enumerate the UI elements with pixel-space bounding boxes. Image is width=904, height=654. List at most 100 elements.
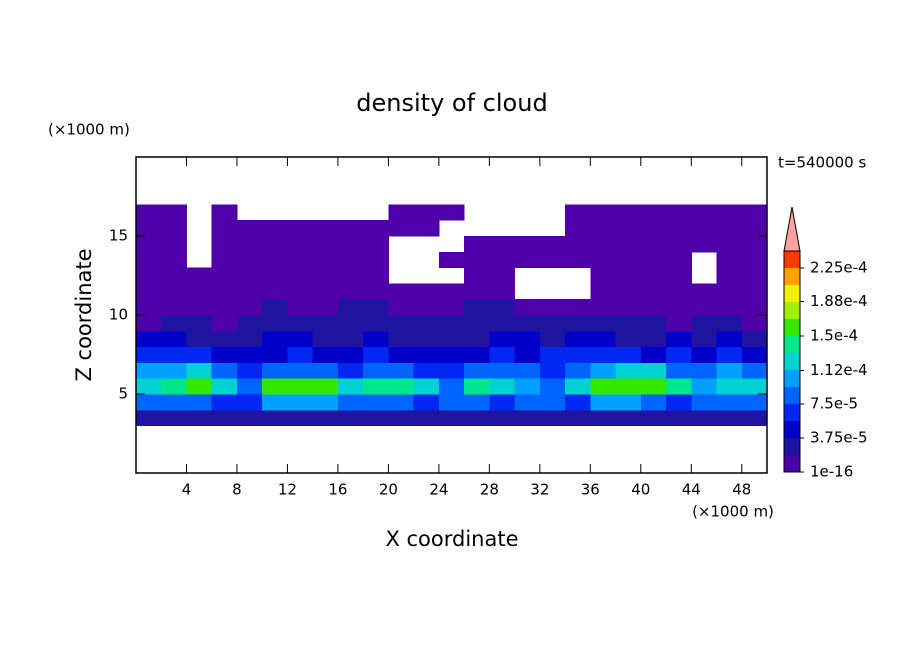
field-cell (716, 362, 743, 379)
field-cell (388, 299, 415, 316)
field-cell (464, 394, 490, 411)
field-cell (741, 267, 768, 284)
field-cell (691, 204, 718, 221)
field-cell (716, 315, 743, 332)
field-cell (514, 378, 541, 395)
field-cell (287, 267, 314, 284)
field-cell (640, 267, 667, 284)
field-cell (161, 236, 187, 253)
field-cell (590, 362, 617, 379)
field-cell (615, 330, 642, 348)
field-cell (363, 362, 389, 379)
field-cell (741, 330, 768, 348)
field-cell (388, 204, 415, 221)
x-unit: (×1000 m) (692, 503, 774, 521)
field-cell (388, 378, 415, 395)
field-cell (413, 315, 440, 332)
field-cell (262, 378, 288, 395)
colorbar-band (784, 319, 800, 336)
field-cell (640, 220, 667, 237)
field-cell (161, 299, 187, 316)
field-cell (716, 394, 743, 411)
colorbar-tick-label: 2.25e-4 (810, 259, 868, 277)
field-cell (565, 409, 591, 427)
field-cell (514, 251, 541, 269)
field-cell (565, 378, 591, 395)
field-cell (211, 299, 238, 316)
field-cell (186, 394, 213, 411)
field-cell (287, 315, 314, 332)
field-cell (388, 346, 415, 363)
field-cell (337, 346, 364, 363)
field-cell (489, 267, 516, 284)
field-cell (337, 236, 364, 253)
field-cell (388, 409, 415, 427)
field-cell (287, 283, 314, 300)
field-cell (438, 283, 465, 300)
field-cell (590, 267, 617, 284)
field-cell (388, 283, 415, 300)
colorbar-band (784, 421, 800, 438)
field-cell (413, 394, 440, 411)
field-cell (312, 251, 339, 269)
field-cell (590, 378, 617, 395)
field-cell (262, 251, 288, 269)
field-cell (666, 409, 692, 427)
field-cell (161, 283, 187, 300)
field-cell (413, 378, 440, 395)
field-cell (539, 362, 566, 379)
field-cell (640, 283, 667, 300)
colorbar-band (784, 387, 800, 404)
field-cell (489, 236, 516, 253)
x-tick-label: 48 (732, 481, 751, 499)
x-tick-label: 12 (278, 481, 297, 499)
field-cell (741, 236, 768, 253)
field-cell (640, 299, 667, 316)
field-cell (464, 409, 490, 427)
field-cell (287, 220, 314, 237)
field-cell (489, 330, 516, 348)
field-cell (337, 394, 364, 411)
field-cell (136, 220, 162, 237)
field-cell (741, 394, 768, 411)
field-cell (363, 236, 389, 253)
field-cell (312, 362, 339, 379)
field-cell (716, 220, 743, 237)
field-cell (337, 378, 364, 395)
field-cell (514, 394, 541, 411)
field-cell (136, 236, 162, 253)
colorbar-band (784, 285, 800, 302)
field-cell (211, 251, 238, 269)
axes: 4 8 12 16 20 24 28 32 36 40 44 48510151e-163.75e-57… (109, 156, 868, 499)
field-cell (211, 283, 238, 300)
field-cell (312, 378, 339, 395)
field-cell (640, 251, 667, 269)
field-cell (438, 409, 465, 427)
field-cell (489, 362, 516, 379)
field-cell (691, 378, 718, 395)
field-cell (590, 299, 617, 316)
field-cell (211, 236, 238, 253)
field-cell (161, 346, 187, 363)
field-cell (363, 409, 389, 427)
chart-title: density of cloud (356, 89, 547, 117)
field-cell (337, 330, 364, 348)
field-cell (539, 378, 566, 395)
field-cell (615, 251, 642, 269)
field-cell (691, 394, 718, 411)
field-cell (337, 409, 364, 427)
field-cell (136, 299, 162, 316)
field-cell (590, 236, 617, 253)
field-cell (236, 330, 263, 348)
field-cell (236, 346, 263, 363)
field-cell (514, 346, 541, 363)
field-cell (262, 236, 288, 253)
field-cell (438, 315, 465, 332)
field-cell (590, 220, 617, 237)
x-tick-label: 36 (581, 481, 600, 499)
field-cell (312, 236, 339, 253)
field-cell (539, 251, 566, 269)
field-cell (741, 220, 768, 237)
field-cell (236, 267, 263, 284)
field-cell (262, 330, 288, 348)
